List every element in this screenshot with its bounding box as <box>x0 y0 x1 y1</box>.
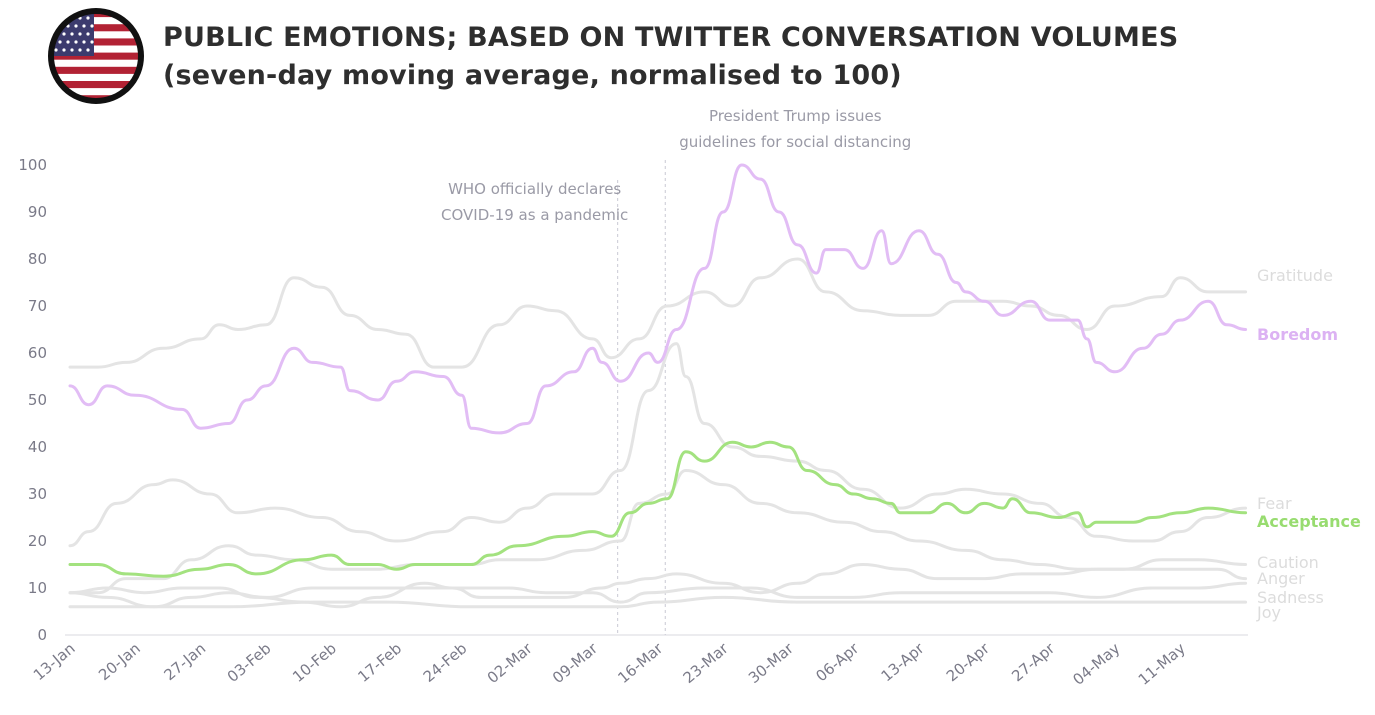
flag-star <box>90 24 94 28</box>
x-tick-label: 27-Apr <box>1008 639 1059 686</box>
x-tick-label: 13-Apr <box>878 639 929 686</box>
series-label-acceptance: Acceptance <box>1257 512 1361 531</box>
x-tick-label: 30-Mar <box>745 639 798 687</box>
x-tick-label: 04-May <box>1069 639 1123 689</box>
y-tick-label: 90 <box>28 203 47 221</box>
series-label-joy: Joy <box>1256 603 1281 622</box>
x-tick-label: 27-Jan <box>160 639 209 684</box>
flag-star <box>78 48 82 52</box>
series-line-fear <box>68 342 1248 548</box>
series-line-sadness <box>68 581 1248 609</box>
x-tick-label: 20-Apr <box>943 639 994 686</box>
flag-stripe <box>52 24 140 32</box>
series-label-gratitude: Gratitude <box>1257 266 1333 285</box>
chart-subtitle: (seven-day moving average, normalised to… <box>163 60 902 91</box>
x-tick-label: 17-Feb <box>354 639 405 686</box>
y-tick-label: 80 <box>28 250 47 268</box>
x-tick-label: 16-Mar <box>614 639 667 687</box>
y-tick-label: 60 <box>28 344 47 362</box>
flag-stripe <box>52 12 140 18</box>
flag-star <box>86 32 90 36</box>
flag-star <box>82 24 86 28</box>
flag-star <box>90 40 94 44</box>
flag-stripe <box>52 52 140 60</box>
y-tick-label: 30 <box>28 485 47 503</box>
annotation-text: guidelines for social distancing <box>679 133 911 151</box>
x-tick-label: 09-Mar <box>549 639 602 687</box>
series-label-sadness: Sadness <box>1257 588 1324 607</box>
series-label-fear: Fear <box>1257 494 1292 513</box>
y-tick-label: 100 <box>18 156 47 174</box>
x-tick-label: 03-Feb <box>224 639 275 686</box>
y-tick-label: 0 <box>37 626 47 644</box>
series-line-joy <box>68 595 1248 609</box>
flag-stripe <box>52 95 140 100</box>
series-line-boredom <box>68 163 1248 435</box>
chart-title: PUBLIC EMOTIONS; BASED ON TWITTER CONVER… <box>163 22 1179 53</box>
series-label-caution: Caution <box>1257 553 1319 572</box>
flag-star <box>70 32 74 36</box>
flag-star <box>58 40 62 44</box>
flag-star <box>74 24 78 28</box>
series-line-gratitude <box>68 257 1248 369</box>
annotation-text: WHO officially declares <box>448 180 621 198</box>
flag-stripe <box>52 38 140 46</box>
us-flag-icon <box>48 8 144 104</box>
y-tick-label: 70 <box>28 297 47 315</box>
annotation-text: COVID-19 as a pandemic <box>441 206 628 224</box>
x-tick-label: 11-May <box>1135 639 1189 689</box>
flag-star <box>66 40 70 44</box>
series-label-boredom: Boredom <box>1257 325 1338 344</box>
flag-star <box>74 40 78 44</box>
flag-star <box>62 16 66 20</box>
x-tick-label: 02-Mar <box>484 639 537 687</box>
x-tick-label: 20-Jan <box>95 639 144 684</box>
x-tick-label: 23-Mar <box>680 639 733 687</box>
flag-star <box>62 48 66 52</box>
flag-star <box>78 32 82 36</box>
y-tick-label: 40 <box>28 438 47 456</box>
y-tick-label: 20 <box>28 532 47 550</box>
flag-star <box>86 16 90 20</box>
x-tick-label: 24-Feb <box>420 639 471 686</box>
flag-star <box>54 48 58 52</box>
annotation-text: President Trump issues <box>709 107 882 125</box>
flag-stripe <box>52 81 140 89</box>
y-tick-label: 10 <box>28 579 47 597</box>
flag-star <box>54 16 58 20</box>
series-label-anger: Anger <box>1257 569 1305 588</box>
x-tick-label: 13-Jan <box>30 639 79 684</box>
flag-stripe <box>52 66 140 74</box>
y-tick-label: 50 <box>28 391 47 409</box>
series-line-acceptance <box>68 440 1248 578</box>
flag-star <box>70 48 74 52</box>
flag-star <box>82 40 86 44</box>
series-line-caution <box>68 469 1248 595</box>
flag-star <box>62 32 66 36</box>
x-tick-label: 10-Feb <box>289 639 340 686</box>
flag-star <box>86 48 90 52</box>
x-tick-label: 06-Apr <box>812 639 863 686</box>
